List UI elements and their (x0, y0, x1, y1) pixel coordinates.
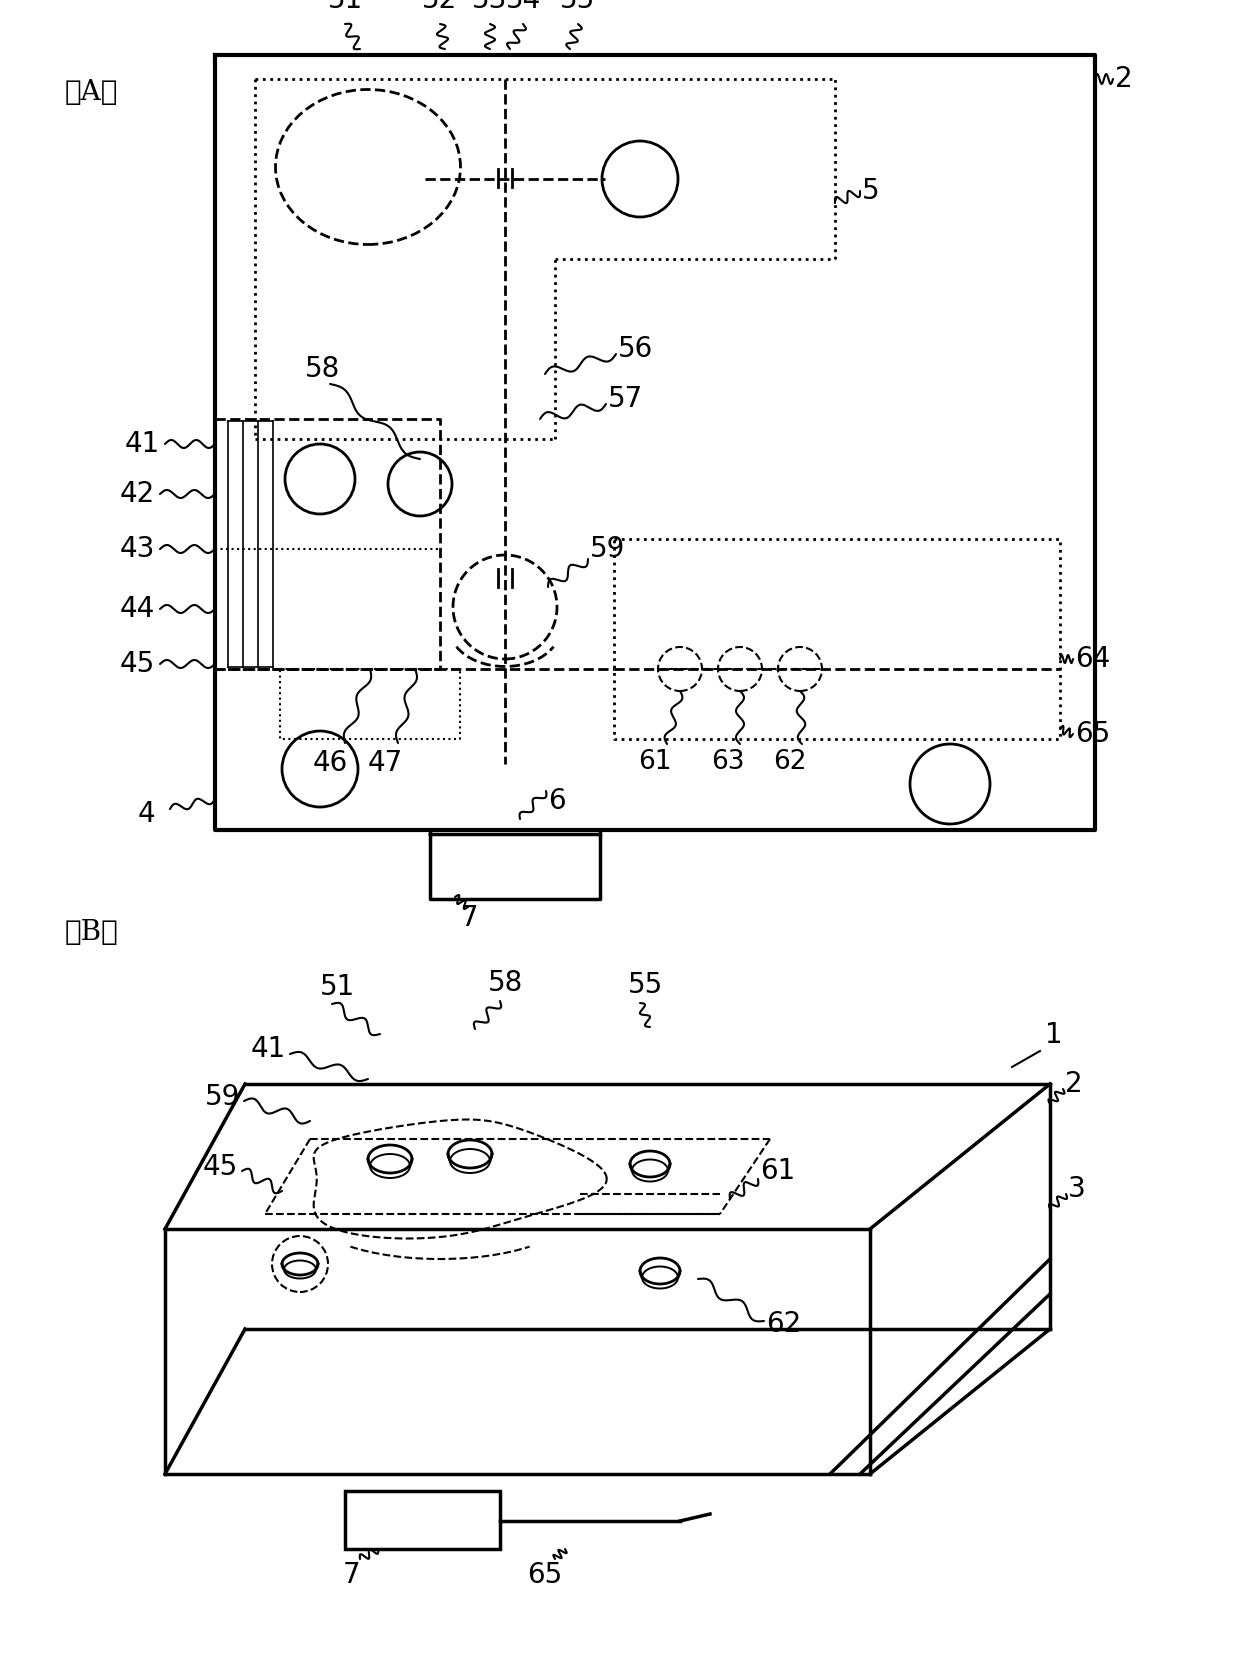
Text: 62: 62 (774, 749, 807, 774)
Text: 45: 45 (203, 1153, 238, 1182)
Text: 59: 59 (205, 1083, 241, 1112)
Text: 65: 65 (527, 1561, 563, 1589)
Text: 64: 64 (1075, 644, 1110, 673)
Text: 46: 46 (312, 749, 347, 778)
Text: 54: 54 (506, 0, 541, 13)
Text: 59: 59 (590, 536, 625, 562)
Text: 4: 4 (138, 799, 155, 828)
Text: 57: 57 (608, 386, 644, 412)
Text: 58: 58 (489, 970, 523, 996)
Text: 55: 55 (627, 971, 663, 1000)
Text: 61: 61 (639, 749, 672, 774)
Text: 45: 45 (120, 649, 155, 678)
Text: 58: 58 (305, 355, 340, 382)
Text: （B）: （B） (64, 920, 119, 946)
Text: 7: 7 (343, 1561, 361, 1589)
Text: 7: 7 (461, 905, 479, 931)
Text: 61: 61 (760, 1157, 795, 1185)
Text: 2: 2 (1065, 1070, 1083, 1098)
Text: 41: 41 (125, 431, 160, 457)
Text: 63: 63 (712, 749, 745, 774)
Text: （A）: （A） (64, 78, 118, 107)
Text: 56: 56 (618, 335, 653, 362)
Text: 55: 55 (560, 0, 595, 13)
Text: 1: 1 (1045, 1021, 1063, 1050)
Text: 41: 41 (250, 1035, 286, 1063)
Text: 6: 6 (548, 788, 565, 814)
Text: 47: 47 (367, 749, 403, 778)
Text: 43: 43 (119, 536, 155, 562)
Text: 51: 51 (320, 973, 355, 1001)
Bar (345, 1490, 500, 1549)
Text: 52: 52 (423, 0, 458, 13)
Text: 2: 2 (1115, 65, 1132, 93)
Text: 42: 42 (120, 481, 155, 507)
Text: 44: 44 (120, 596, 155, 623)
Text: 51: 51 (327, 0, 362, 13)
Text: 53: 53 (472, 0, 507, 13)
Text: 3: 3 (1068, 1175, 1086, 1203)
Text: 62: 62 (766, 1310, 801, 1339)
Text: 5: 5 (862, 177, 879, 205)
Text: 65: 65 (1075, 719, 1110, 748)
